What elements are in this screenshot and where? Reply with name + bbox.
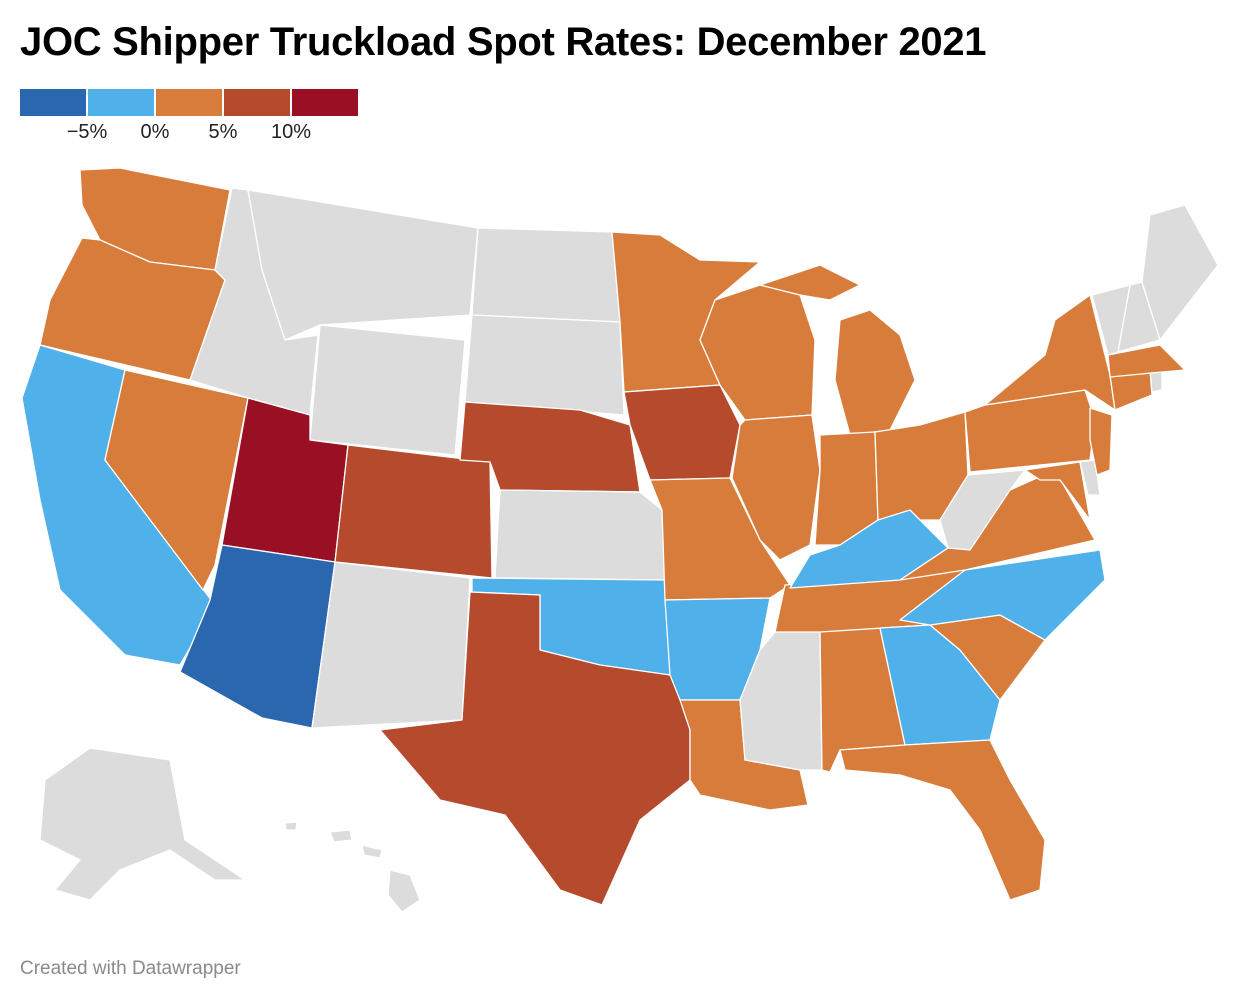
legend-tick-labels: −5% 0% 5% 10% [20, 121, 360, 147]
state-NY[interactable] [984, 294, 1116, 411]
state-TX[interactable] [379, 591, 691, 906]
state-IL[interactable] [731, 414, 821, 561]
legend-color-bar [20, 89, 360, 116]
state-NV[interactable] [104, 369, 249, 591]
color-legend: −5% 0% 5% 10% [20, 89, 360, 147]
state-MI[interactable] [759, 264, 916, 436]
legend-tick-10: 10% [270, 121, 312, 143]
state-PA[interactable] [964, 389, 1096, 473]
state-NM[interactable] [311, 561, 471, 729]
state-KS[interactable] [494, 489, 666, 581]
legend-tick-0: 0% [140, 121, 170, 143]
state-DE[interactable] [1079, 459, 1101, 496]
state-HI[interactable] [284, 821, 421, 913]
legend-swatch-minus-5-to-0 [88, 89, 154, 116]
state-AK[interactable] [39, 747, 246, 901]
state-KY[interactable] [789, 509, 949, 589]
state-CO[interactable] [334, 444, 493, 579]
state-WY[interactable] [309, 324, 466, 456]
state-ME[interactable] [1141, 204, 1219, 341]
state-FL[interactable] [839, 739, 1046, 901]
state-MO[interactable] [649, 477, 791, 601]
state-ND[interactable] [471, 227, 621, 323]
state-NJ[interactable] [1089, 407, 1113, 476]
legend-swatch-above-10 [292, 89, 358, 116]
legend-tick-minus-5: −5% [66, 121, 108, 143]
legend-swatch-5-to-10 [224, 89, 290, 116]
state-IA[interactable] [623, 384, 741, 481]
attribution-footer: Created with Datawrapper [20, 958, 241, 979]
legend-swatch-0-to-5 [156, 89, 222, 116]
state-SD[interactable] [464, 314, 625, 416]
legend-swatch-below-minus-5 [20, 89, 86, 116]
state-WV[interactable] [939, 469, 1026, 551]
state-MD[interactable] [1024, 461, 1091, 521]
state-MA[interactable] [1107, 344, 1186, 378]
state-NC[interactable] [899, 549, 1106, 641]
us-states-map [21, 167, 1219, 913]
legend-tick-5: 5% [208, 121, 238, 143]
chart-title: JOC Shipper Truckload Spot Rates: Decemb… [20, 20, 987, 64]
state-MT[interactable] [247, 189, 479, 341]
